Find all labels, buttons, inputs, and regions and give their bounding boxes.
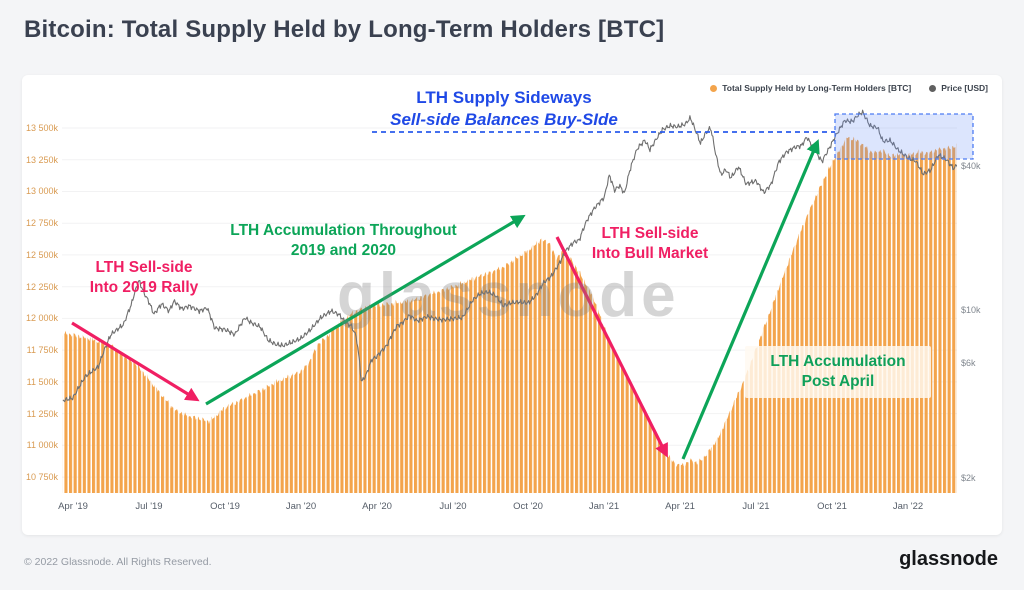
left-axis-tick-label: 12 000k <box>25 313 58 323</box>
annotation-accumulation-2019: LTH Accumulation Throughout 2019 and 202… <box>196 221 491 261</box>
annotation-accumulation-2019-line1: LTH Accumulation Throughout <box>230 222 457 239</box>
x-axis-tick-label: Oct '21 <box>817 501 847 512</box>
legend-dot-icon <box>929 84 937 92</box>
legend-dot-icon <box>710 84 718 92</box>
glassnode-logo: glassnode <box>899 548 998 570</box>
x-axis-tick-label: Jan '21 <box>588 501 620 512</box>
annotation-sell-bull-line2: Into Bull Market <box>591 244 709 262</box>
annotation-supply-sideways: LTH Supply Sideways Sell-side Balances B… <box>338 87 670 131</box>
left-axis-tick-label: 11 750k <box>26 345 58 355</box>
left-axis-tick-label: 12 500k <box>25 250 58 260</box>
x-axis-tick-label: Jan '20 <box>285 501 317 512</box>
page-title: Bitcoin: Total Supply Held by Long-Term … <box>24 16 665 43</box>
right-axis-tick-label: $40k <box>961 161 981 171</box>
left-axis-tick-label: 13 000k <box>25 186 58 196</box>
left-axis-tick-label: 11 000k <box>26 440 58 450</box>
right-axis-tick-label: $10k <box>961 305 981 315</box>
legend-item-lth-supply[interactable]: Total Supply Held by Long-Term Holders [… <box>710 83 911 93</box>
legend-label: Total Supply Held by Long-Term Holders [… <box>722 83 912 93</box>
annotation-accumulation-post-april: LTH Accumulation Post April <box>745 346 931 398</box>
left-axis-tick-label: 12 250k <box>25 282 58 292</box>
legend-item-price[interactable]: Price [USD] <box>929 83 988 93</box>
left-axis-tick-label: 13 500k <box>25 123 58 133</box>
right-axis-tick-label: $6k <box>961 358 976 368</box>
x-axis-tick-label: Jul '19 <box>135 501 163 512</box>
left-axis-tick-label: 11 500k <box>26 377 58 387</box>
footer-copyright: © 2022 Glassnode. All Rights Reserved. <box>24 556 212 568</box>
annotation-accumulation-post-april-line1: LTH Accumulation <box>770 353 906 370</box>
annotation-accumulation-2019-line2: 2019 and 2020 <box>290 241 397 259</box>
left-axis-tick-label: 10 750k <box>25 472 58 482</box>
x-axis-tick-label: Oct '19 <box>210 501 240 512</box>
glassnode-watermark: glassnode <box>337 261 680 330</box>
chart-legend: Total Supply Held by Long-Term Holders [… <box>710 83 988 93</box>
x-axis-tick-label: Jul '20 <box>439 501 467 512</box>
annotation-sell-bull-line1: LTH Sell-side <box>601 225 699 242</box>
annotation-sell-bull: LTH Sell-side Into Bull Market <box>556 224 744 264</box>
annotation-sell-2019: LTH Sell-side Into 2019 Rally <box>58 258 230 298</box>
annotation-sell-2019-line1: LTH Sell-side <box>95 259 193 276</box>
annotation-sell-2019-line2: Into 2019 Rally <box>89 278 199 296</box>
x-axis-tick-label: Apr '19 <box>58 501 88 512</box>
annotation-supply-sideways-title: LTH Supply Sideways <box>416 88 592 107</box>
x-axis-tick-label: Apr '21 <box>665 501 695 512</box>
right-axis-tick-label: $2k <box>961 473 976 483</box>
x-axis-tick-label: Jan '22 <box>892 501 924 512</box>
legend-label: Price [USD] <box>941 83 988 93</box>
left-axis-tick-label: 13 250k <box>25 155 58 165</box>
left-axis-tick-label: 11 250k <box>26 409 58 419</box>
annotation-supply-sideways-sub: Sell-side Balances Buy-SIde <box>390 109 618 129</box>
annotation-accumulation-post-april-line2: Post April <box>801 372 875 390</box>
left-axis-tick-label: 12 750k <box>25 218 58 228</box>
x-axis-tick-label: Apr '20 <box>362 501 392 512</box>
x-axis-tick-label: Oct '20 <box>513 501 543 512</box>
x-axis-tick-label: Jul '21 <box>742 501 770 512</box>
